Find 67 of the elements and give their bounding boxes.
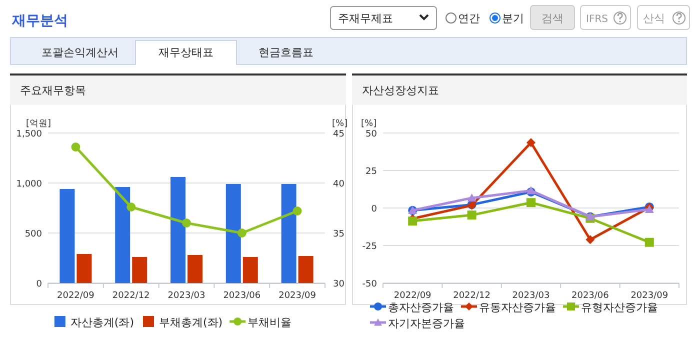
y-tick-label: 1,500 [16,130,42,140]
bar [242,257,258,283]
y-tick-label: 50 [366,130,378,140]
x-tick-label: 2023/09 [630,291,668,301]
y2-tick-label: 40 [333,180,345,190]
text: 포괄손익계산서 [42,46,118,59]
x-tick-label: 2023/06 [572,291,610,301]
text: 현금흐름표 [258,46,314,59]
y-axis-title: [%] [361,119,377,129]
text: IFRS [586,14,608,25]
bar [132,257,148,283]
legend-label: 자기자본증가율 [388,317,465,330]
x-tick-label: 2023/03 [512,291,550,301]
text: 재무분석 [11,13,68,29]
legend-label: 유형자산증가율 [581,301,658,314]
point [644,238,654,247]
y2-tick-label: 30 [333,280,345,290]
y-tick-label: 25 [366,167,377,177]
x-tick-label: 2023/06 [223,291,261,301]
legend-label: 부채비율 [248,316,292,329]
y-tick-label: 0 [36,280,42,290]
point [467,193,476,202]
y-tick-label: 500 [24,230,42,240]
x-tick-label: 2023/03 [168,291,206,301]
text: 분기 [502,12,524,25]
bar [170,177,186,283]
bar [188,255,202,283]
x-tick-label: 2022/09 [394,291,432,301]
x-tick-label: 2022/12 [112,291,150,301]
point [467,210,476,220]
y2-axis-title: [%] [332,119,348,129]
y-tick-label: 0 [371,204,378,214]
bar [226,184,241,283]
text: 주재무제표 [338,12,393,25]
bar [60,189,75,283]
chart-title: 자산성장성지표 [362,84,439,97]
text: 연간 [458,12,480,25]
bar [115,187,130,283]
text: 검색 [542,12,564,25]
point [182,218,191,228]
x-tick-label: 2022/09 [57,291,95,301]
text: 산식 [643,12,665,25]
bar [298,256,314,283]
point [292,206,302,216]
point [526,198,536,208]
point [526,138,536,148]
bar [281,184,296,283]
text: 재무상태표 [158,46,214,59]
legend-label: 총자산증가율 [388,301,454,314]
y-tick-label: -50 [362,280,378,290]
chart-title: 주요재무항목 [20,84,86,97]
point [586,235,595,244]
legend-label: 유동자산증가율 [479,301,556,314]
legend-label: 자산총계(좌) [70,316,134,329]
y-axis-title: [억원] [26,119,52,129]
y-tick-label: 1,000 [16,180,42,190]
bar [76,254,92,283]
legend-label: 부채총계(좌) [159,316,223,329]
x-tick-label: 2023/09 [278,291,316,301]
point [71,142,80,152]
y2-tick-label: 35 [333,230,344,240]
point [237,228,246,238]
y-tick-label: -25 [362,242,377,252]
x-tick-label: 2022/12 [453,291,490,301]
point [408,216,418,226]
y2-tick-label: 45 [333,130,344,140]
point [126,202,136,212]
